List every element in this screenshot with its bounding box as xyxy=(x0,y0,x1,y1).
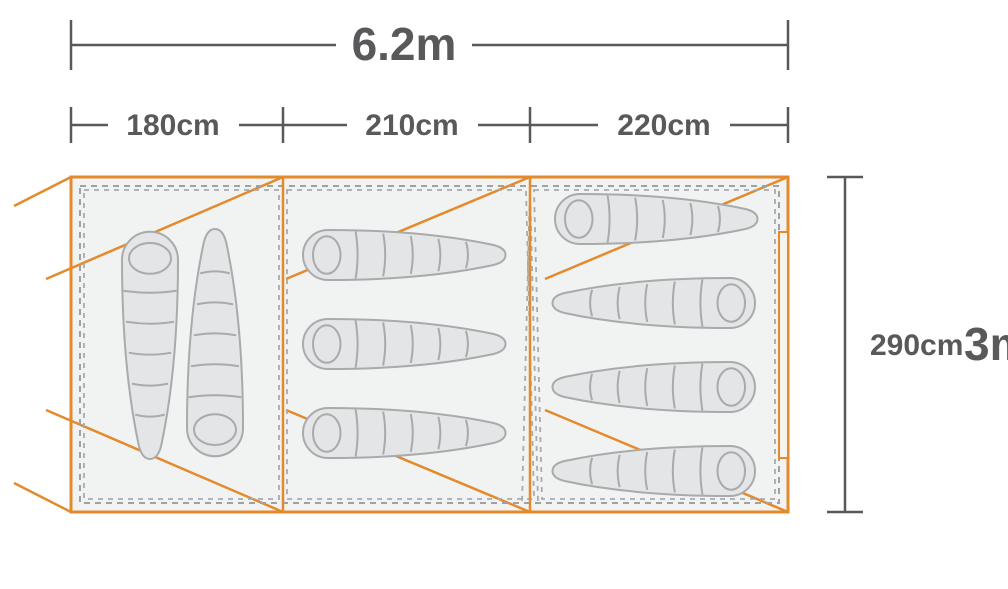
dimension-sections: 180cm 210cm 220cm xyxy=(71,107,788,143)
guy-line xyxy=(14,483,71,512)
door xyxy=(779,232,788,458)
tent-plan xyxy=(14,177,788,512)
total-height-label: 3m xyxy=(964,318,1008,370)
section-1-label: 210cm xyxy=(365,109,458,142)
dimension-inner-height: 290cm xyxy=(827,177,963,512)
inner-height-label: 290cm xyxy=(870,329,963,362)
guy-line xyxy=(14,177,71,206)
total-width-label: 6.2m xyxy=(352,18,457,70)
section-2-label: 220cm xyxy=(617,109,710,142)
section-0-label: 180cm xyxy=(126,109,219,142)
dimension-total-width: 6.2m xyxy=(71,18,788,70)
